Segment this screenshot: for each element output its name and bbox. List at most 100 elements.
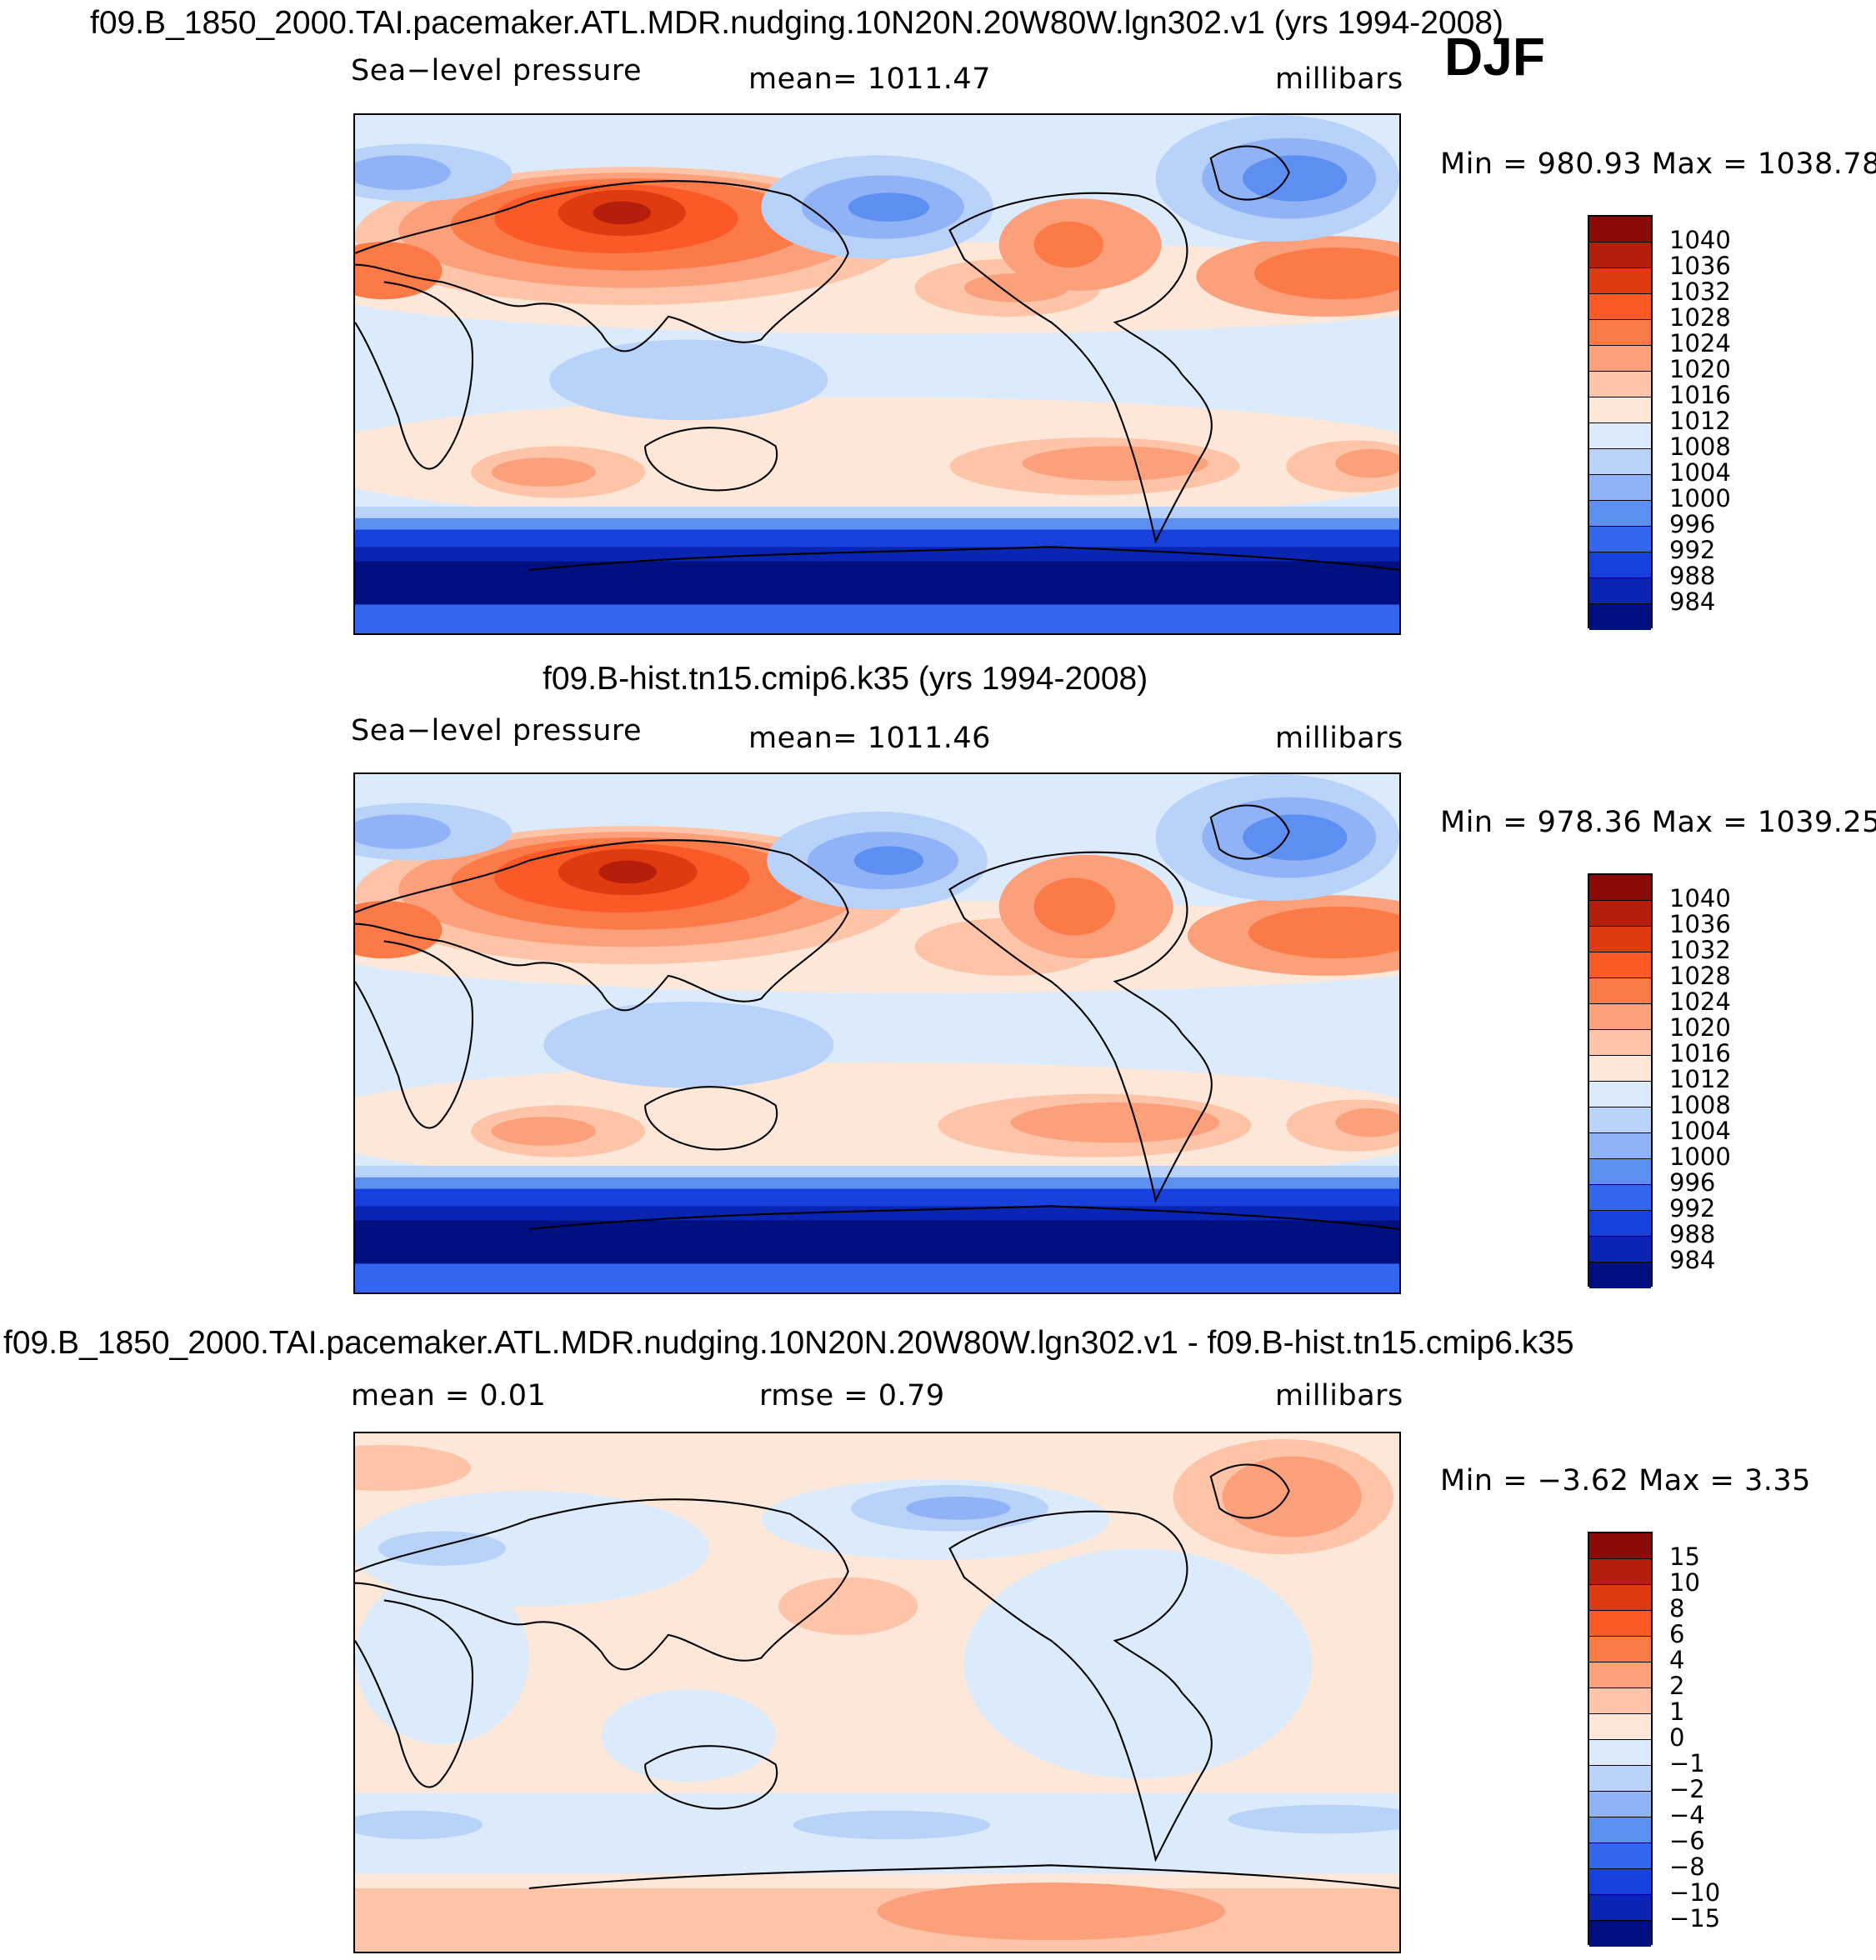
field-alaska-neg-4 [906,1497,1011,1520]
colorbar-swatch [1589,1133,1651,1159]
colorbar-tick-label: 988 [1669,1220,1716,1248]
panel2-variable-label: Sea−level pressure [351,714,643,748]
colorbar-swatch [1589,578,1651,604]
field-arctic-pos-1 [355,1444,472,1492]
colorbar-tick-label: 1000 [1669,484,1731,512]
field-na-high-core [1033,878,1115,936]
colorbar-tick-label: 1000 [1669,1142,1731,1171]
coastlines [355,145,1399,572]
colorbar-swatch [1589,875,1651,901]
colorbar-tick-label: 1 [1669,1698,1685,1726]
field-high-indian-core [491,1117,596,1146]
field-europe-high [355,901,443,959]
colorbar-tick-label: 996 [1669,510,1716,538]
panel1-mean-label: mean= 1011.47 [748,62,991,96]
panel1-units-label: millibars [1275,62,1403,96]
colorbar-swatch [1589,1792,1651,1818]
colorbar-tick-label: 992 [1669,1194,1716,1222]
colorbar-swatch [1589,1004,1651,1030]
field-pacific-pos [778,1577,918,1635]
colorbar-tick-label: −2 [1669,1775,1705,1803]
field-antarctic [355,604,1399,633]
field-africa-neg [355,1571,529,1745]
colorbar-swatch [1589,552,1651,578]
field-siberian-1036 [598,860,657,884]
colorbar-tick-label: 996 [1669,1168,1716,1197]
field-subtropical-south [355,1062,1399,1189]
field-barents-1000 [355,155,451,190]
colorbar-tick-label: 1004 [1669,458,1731,487]
colorbar-tick-label: 6 [1669,1620,1685,1648]
colorbar-swatch [1589,1533,1651,1559]
field-maritime-low [549,339,828,421]
panel3-mean-label: mean = 0.01 [351,1379,547,1412]
colorbar-swatch [1589,449,1651,475]
field-high-atlantic-s-core [1335,448,1399,478]
colorbar-swatch [1589,901,1651,927]
colorbar-tick-label: 1028 [1669,303,1731,332]
panel3-contour-field [355,1433,1399,1952]
colorbar-swatch [1589,1843,1651,1869]
colorbar-swatch [1589,1585,1651,1611]
field-high-indian-core [491,458,596,487]
panel2-mean-label: mean= 1011.46 [748,722,991,755]
field-so-neg-2c [1228,1804,1399,1834]
field-so-980 [355,561,1399,605]
colorbar-swatch [1589,1262,1651,1288]
panel3-colorbar [1588,1532,1653,1947]
colorbar-swatch [1589,294,1651,320]
colorbar-swatch [1589,1688,1651,1714]
colorbar-swatch [1589,1611,1651,1637]
field-americas-neg [963,1548,1313,1779]
panel3-rmse-label: rmse = 0.79 [759,1379,945,1412]
colorbar-tick-label: 1012 [1669,1065,1731,1093]
colorbar-swatch [1589,320,1651,346]
colorbar-swatch [1589,346,1651,372]
colorbar-tick-label: 1020 [1669,1013,1731,1042]
colorbar-tick-label: 0 [1669,1723,1685,1752]
panel3-minmax-label: Min = −3.62 Max = 3.35 [1440,1464,1811,1498]
colorbar-swatch [1589,1185,1651,1211]
field-europe-neg-2 [378,1531,506,1566]
colorbar-tick-label: 1036 [1669,910,1731,938]
colorbar-tick-label: −10 [1669,1878,1721,1907]
colorbar-swatch [1589,242,1651,268]
colorbar-swatch [1589,1237,1651,1262]
colorbar-tick-label: −1 [1669,1749,1705,1778]
colorbar-swatch [1589,952,1651,978]
field-europe-high [355,242,443,300]
colorbar-tick-label: 1024 [1669,988,1731,1016]
colorbar-swatch [1589,1869,1651,1895]
colorbar-tick-label: 1008 [1669,1091,1731,1119]
field-azores-1024 [1248,906,1399,959]
colorbar-tick-label: 988 [1669,562,1716,590]
field-aleutian-996 [848,192,930,222]
field-na-high-core [1033,221,1103,268]
panel1-variable-label: Sea−level pressure [351,54,643,88]
colorbar-tick-label: 1032 [1669,936,1731,964]
field-high-pacific-s-core [1010,1102,1220,1143]
panel2-units-label: millibars [1275,722,1403,755]
colorbar-tick-label: −4 [1669,1801,1705,1829]
colorbar-swatch [1589,1818,1651,1843]
colorbar-tick-label: 984 [1669,588,1716,616]
field-australia-neg [601,1689,776,1782]
colorbar-tick-label: 1020 [1669,355,1731,383]
field-iceland-996 [1243,814,1348,861]
colorbar-tick-label: 1016 [1669,381,1731,409]
colorbar-tick-label: 2 [1669,1672,1685,1700]
colorbar-tick-label: 1032 [1669,278,1731,306]
panel3-title: f09.B_1850_2000.TAI.pacemaker.ATL.MDR.nu… [3,1325,1574,1361]
colorbar-tick-label: 992 [1669,536,1716,564]
colorbar-tick-label: 10 [1669,1568,1700,1597]
field-so-neg-2b [793,1810,991,1840]
colorbar-swatch [1589,268,1651,294]
plot-title-top: f09.B_1850_2000.TAI.pacemaker.ATL.MDR.nu… [90,5,1504,41]
colorbar-swatch [1589,1559,1651,1585]
panel1-map [353,113,1401,635]
panel2-contour-field [355,774,1399,1292]
colorbar-tick-label: 1004 [1669,1117,1731,1145]
colorbar-tick-label: 1036 [1669,252,1731,280]
colorbar-tick-label: 1040 [1669,226,1731,254]
panel2-minmax-label: Min = 978.36 Max = 1039.25 [1440,806,1876,839]
